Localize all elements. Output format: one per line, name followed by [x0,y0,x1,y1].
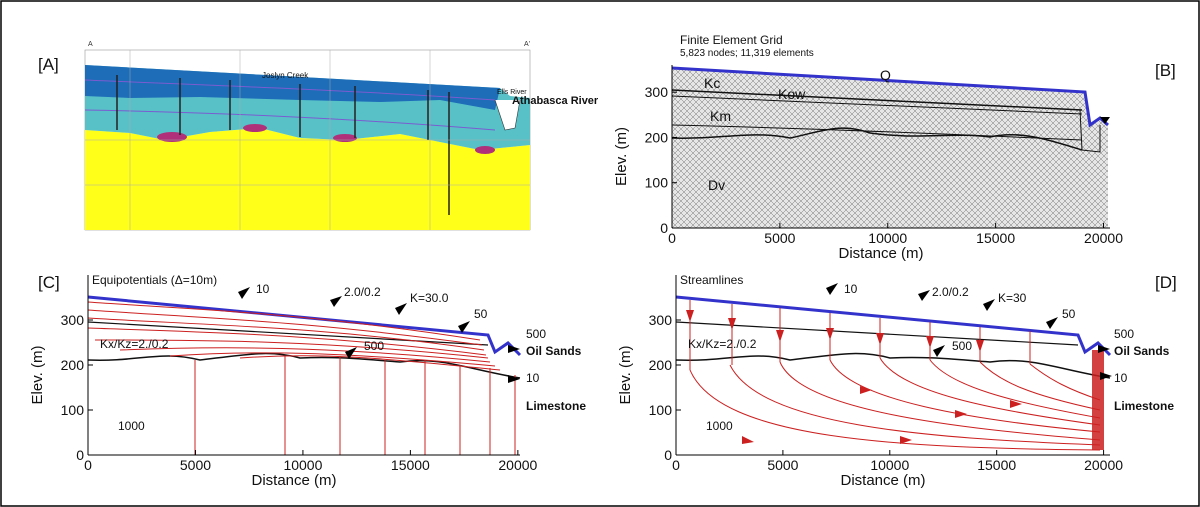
annotation: Joslyn Creek [262,71,309,80]
x-tick-label: 10000 [868,230,907,246]
x-tick-label: 5000 [764,230,795,246]
panel-b-grid [671,66,1110,228]
panel-title: Streamlines [680,273,743,287]
x-tick-label: 15000 [391,457,430,473]
y-tick-label: 200 [649,357,673,373]
panel-title: Equipotentials (Δ=10m) [92,273,217,287]
panel-label: [D] [1155,273,1177,292]
panel-subtitle: 5,823 nodes; 11,319 elements [680,48,814,59]
x-tick-label: 10000 [870,457,909,473]
y-tick-label: 300 [649,312,673,328]
y-axis-label: Elev. (m) [29,346,46,405]
annotation: 500 [364,339,384,353]
panel-label: [A] [38,55,59,74]
annotation: 10 [1114,371,1128,385]
panel-label: [B] [1155,61,1176,80]
section-end-label: A' [524,41,530,48]
x-tick-label: 10000 [283,457,322,473]
y-tick-label: 300 [645,84,669,100]
annotation: Oil Sands [526,344,582,358]
x-tick-label: 0 [668,230,676,246]
x-tick-label: 0 [672,457,680,473]
annotation: Kx/Kz=2./0.2 [688,337,757,351]
y-tick-label: 100 [61,402,85,418]
layer-label: Q [880,67,891,83]
x-tick-label: 5000 [767,457,798,473]
y-tick-label: 0 [664,447,672,463]
x-axis-label: Distance (m) [838,245,923,262]
annotation: Limestone [1114,399,1174,413]
annotation: 500 [952,339,972,353]
x-tick-label: 15000 [977,457,1016,473]
y-axis-label: Elev. (m) [617,346,634,405]
annotation: 50 [1062,307,1076,321]
annotation: Oil Sands [1114,344,1170,358]
y-tick-label: 200 [645,129,669,145]
x-tick-label: 15000 [976,230,1015,246]
annotation: Kx/Kz=2./0.2 [100,337,169,351]
x-tick-label: 20000 [498,457,537,473]
layer-label: Kc [704,75,720,91]
x-tick-label: 5000 [180,457,211,473]
panel-label: [C] [38,273,60,292]
x-tick-label: 20000 [1084,457,1123,473]
x-tick-label: 20000 [1084,230,1123,246]
annotation: Ells River [497,89,527,96]
annotation: 2.0/0.2 [344,285,381,299]
y-tick-label: 100 [649,402,673,418]
layer-label: Dv [708,177,725,193]
section-end-label: A [88,41,93,48]
y-tick-label: 200 [61,357,85,373]
x-tick-label: 0 [84,457,92,473]
y-tick-label: 0 [660,220,668,236]
annotation: 500 [526,327,546,341]
layer-label: Km [710,108,731,124]
panel-title: Finite Element Grid [680,33,783,47]
annotation: 10 [844,282,858,296]
annotation: 1000 [118,419,145,433]
annotation: 500 [1114,327,1134,341]
panel-a-section [84,49,531,231]
x-axis-label: Distance (m) [840,472,925,489]
annotation: 1000 [706,419,733,433]
annotation: K=30 [998,291,1027,305]
panel-c-equipotentials [87,287,522,455]
y-axis-label: Elev. (m) [613,127,630,186]
annotation: Athabasca River [512,95,599,107]
annotation: 10 [526,371,540,385]
layer-label: Kow [778,86,806,102]
panel-d-streamlines [675,283,1112,451]
annotation: 2.0/0.2 [932,285,969,299]
annotation: 10 [256,282,270,296]
annotation: K=30.0 [410,291,449,305]
y-tick-label: 300 [61,312,85,328]
annotation: Limestone [526,399,586,413]
annotation: 50 [474,307,488,321]
y-tick-label: 100 [645,175,669,191]
y-tick-label: 0 [76,447,84,463]
x-axis-label: Distance (m) [251,472,336,489]
